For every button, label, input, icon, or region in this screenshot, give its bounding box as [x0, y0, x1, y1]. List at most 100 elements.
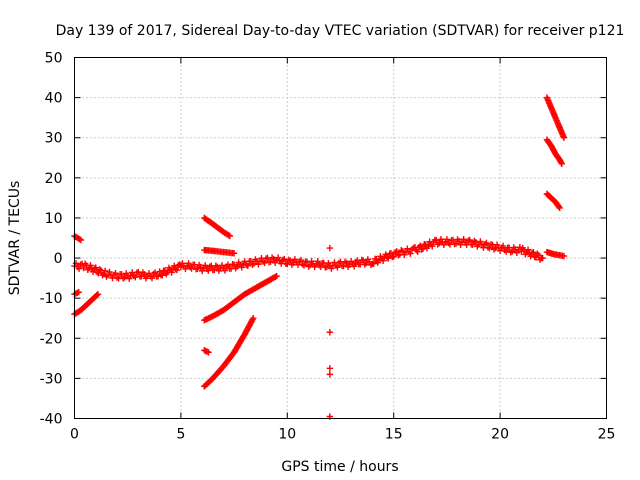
- data-point: [556, 204, 563, 212]
- data-point: [539, 254, 546, 262]
- y-tick-label: 30: [45, 131, 63, 147]
- y-tick-label: -10: [40, 291, 63, 307]
- y-tick-label: -30: [40, 371, 63, 387]
- data-point: [527, 252, 534, 260]
- data-point: [460, 236, 467, 243]
- data-point: [230, 250, 238, 257]
- data-point: [326, 371, 334, 378]
- data-point: [487, 241, 495, 248]
- data-point: [225, 231, 232, 239]
- data-point: [443, 236, 451, 243]
- data-point: [172, 265, 179, 273]
- y-tick-labels: -40 -30 -20 -10 0 10 20 30 40 50: [40, 51, 63, 428]
- data-point: [244, 262, 251, 270]
- data-point: [221, 267, 229, 274]
- data-point: [557, 159, 565, 166]
- data-point: [249, 261, 256, 269]
- data-point: [334, 264, 341, 271]
- data-point: [558, 160, 566, 167]
- data-point: [314, 258, 321, 265]
- data-point: [471, 237, 478, 245]
- y-axis-label: SDTVAR / TECUs: [7, 181, 23, 296]
- data-point: [173, 266, 181, 274]
- data-point: [393, 248, 400, 255]
- data-point: [250, 315, 257, 322]
- data-point: [370, 260, 377, 267]
- data-point: [133, 269, 141, 277]
- data-point: [382, 251, 389, 258]
- data-point: [148, 275, 156, 282]
- data-point: [185, 260, 192, 267]
- series-arc-b: [71, 288, 82, 298]
- data-point: [249, 316, 256, 323]
- data-point: [156, 268, 163, 275]
- data-point: [154, 273, 162, 280]
- data-point: [92, 264, 99, 271]
- data-point: [340, 262, 347, 270]
- data-point: [202, 262, 209, 269]
- x-tick-labels: 0 5 10 15 20 25: [70, 427, 615, 443]
- data-point: [91, 265, 98, 272]
- x-tick-label: 15: [385, 427, 403, 443]
- data-point: [433, 237, 440, 244]
- x-tick-label: 20: [491, 427, 509, 443]
- data-point: [486, 244, 493, 252]
- data-point: [530, 249, 537, 256]
- x-tick-label: 25: [598, 427, 616, 443]
- data-point: [466, 236, 473, 244]
- data-point: [159, 272, 166, 279]
- x-tick-label: 5: [176, 427, 185, 443]
- series-arc-d: [201, 246, 238, 257]
- series-arc-i: [543, 94, 568, 141]
- data-point: [205, 349, 212, 356]
- y-tick-label: -20: [40, 331, 63, 347]
- y-tick-label: 40: [45, 91, 63, 107]
- data-point: [385, 255, 392, 262]
- series-arc-l: [543, 248, 568, 260]
- y-tick-label: 20: [45, 171, 63, 187]
- data-point: [93, 291, 101, 299]
- data-point: [363, 259, 370, 267]
- y-tick-label: 10: [45, 211, 63, 227]
- data-point: [502, 248, 510, 255]
- data-point: [168, 269, 175, 276]
- data-point: [87, 262, 94, 269]
- data-point: [270, 255, 277, 263]
- series-arc-g: [201, 347, 212, 356]
- y-tick-label: 50: [45, 51, 63, 67]
- data-point: [297, 256, 305, 264]
- data-point: [555, 203, 563, 210]
- data-point: [75, 288, 82, 296]
- axis-ticks: [74, 57, 607, 419]
- data-point: [272, 273, 279, 281]
- data-point: [177, 263, 185, 271]
- data-point: [255, 261, 262, 268]
- data-point: [300, 262, 308, 269]
- data-point: [387, 250, 395, 257]
- data-point: [499, 242, 507, 250]
- data-point: [94, 290, 102, 298]
- grid-lines: [74, 57, 607, 419]
- data-series: [71, 94, 568, 420]
- series-arc-f: [201, 272, 280, 324]
- data-point: [226, 232, 234, 240]
- data-point: [516, 244, 524, 251]
- data-point: [197, 263, 204, 271]
- x-tick-label: 10: [278, 427, 296, 443]
- y-tick-label: 0: [54, 251, 63, 267]
- data-point: [101, 267, 109, 275]
- data-point: [238, 264, 245, 271]
- data-point: [326, 329, 334, 336]
- data-point: [99, 271, 106, 279]
- data-point: [96, 266, 103, 273]
- data-point: [326, 244, 334, 252]
- data-point: [274, 254, 282, 261]
- data-point: [132, 273, 139, 281]
- x-axis-label: GPS time / hours: [281, 459, 398, 475]
- series-isolated: [326, 244, 334, 420]
- x-tick-label: 0: [70, 427, 79, 443]
- data-point: [399, 248, 407, 255]
- series-arc-h: [201, 315, 257, 390]
- data-point: [524, 246, 532, 253]
- data-point: [77, 236, 85, 244]
